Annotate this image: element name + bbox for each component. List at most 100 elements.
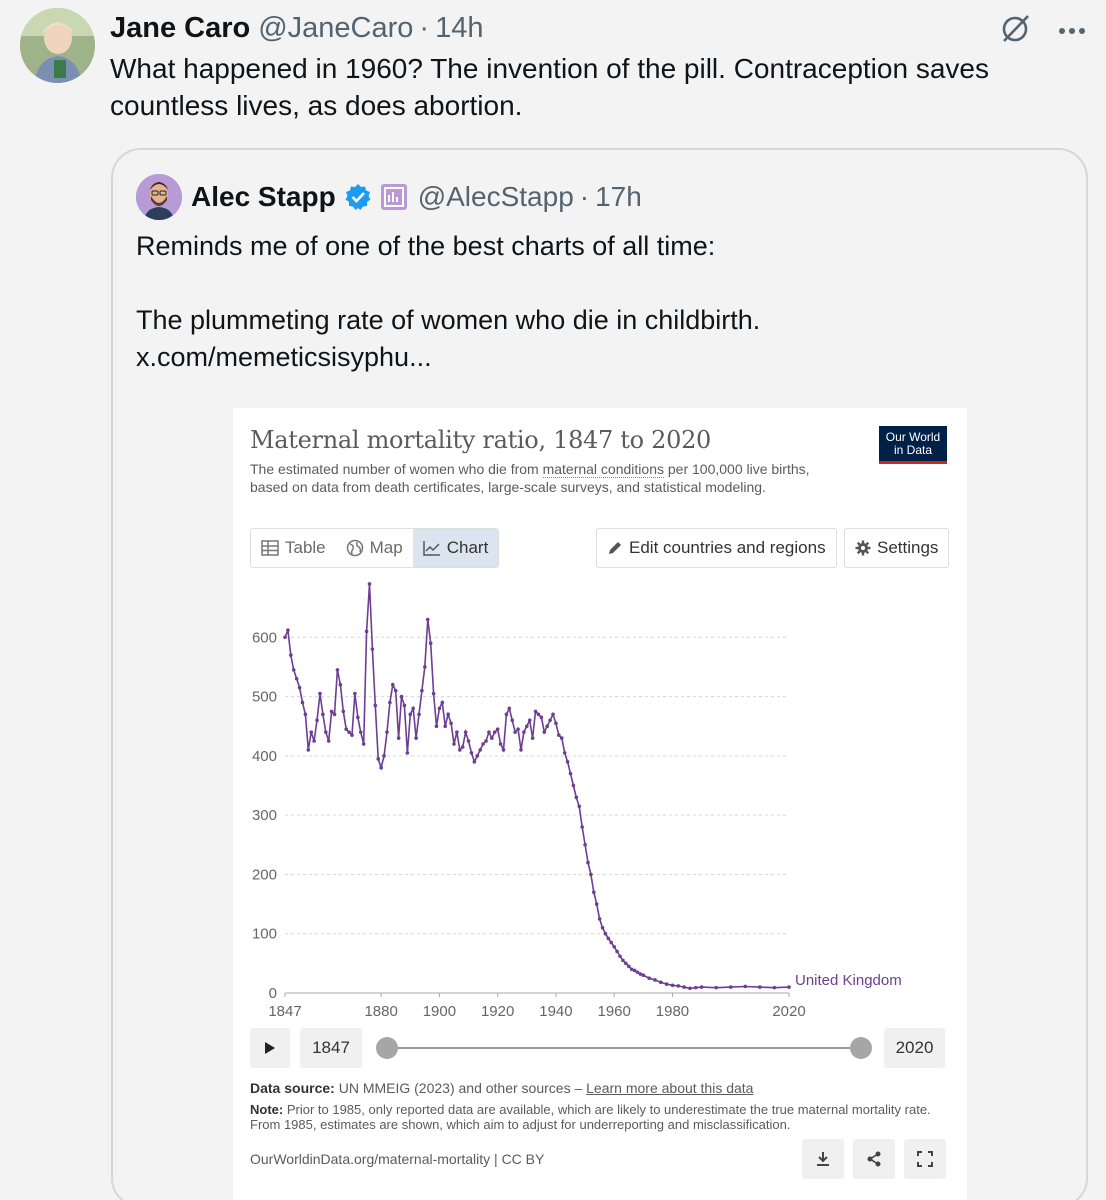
chart-image[interactable]: Maternal mortality ratio, 1847 to 2020 T… [233, 408, 967, 1200]
y-tick-label: 500 [252, 689, 277, 706]
data-point [615, 949, 619, 954]
x-tick-label: 1880 [364, 1003, 397, 1020]
data-point [682, 985, 686, 989]
avatar[interactable] [20, 8, 95, 83]
verified-badge[interactable] [344, 183, 372, 211]
owid-logo: Our World in Data [879, 426, 947, 464]
tweet-time[interactable]: 14h [435, 11, 484, 44]
settings-button: Settings [844, 528, 950, 568]
x-tick-label: 1920 [481, 1003, 514, 1020]
download-button [802, 1139, 844, 1179]
edit-countries-button: Edit countries and regions [596, 528, 837, 568]
data-point [772, 985, 777, 990]
data-point [728, 985, 733, 989]
logo-line: in Data [893, 443, 933, 457]
timeline-start: 1847 [300, 1028, 362, 1068]
grok-icon[interactable] [1000, 12, 1032, 49]
data-point [478, 748, 482, 752]
data-point [364, 629, 369, 634]
data-point [592, 890, 596, 895]
data-point [714, 985, 718, 990]
data-point [600, 925, 605, 930]
data-point [647, 976, 651, 980]
footer-url: OurWorldinData.org/maternal-mortality | … [250, 1151, 545, 1167]
data-point [501, 748, 506, 752]
data-point [635, 970, 640, 975]
data-point [434, 724, 439, 729]
chart-note: Note: Prior to 1985, only reported data … [250, 1102, 950, 1132]
data-point [455, 730, 459, 734]
x-tick-label: 1940 [539, 1003, 572, 1020]
data-point [376, 757, 381, 761]
x-tick-label: 1847 [268, 1003, 301, 1020]
series-label: United Kingdom [795, 972, 902, 989]
tab-map: Map [336, 529, 413, 567]
data-point [315, 718, 319, 723]
data-point [300, 700, 305, 705]
data-point [629, 967, 634, 972]
data-point [361, 742, 366, 746]
data-point [495, 727, 500, 731]
data-source: Data source: UN MMEIG (2023) and other s… [250, 1080, 950, 1097]
y-tick-label: 400 [252, 748, 277, 765]
data-point [522, 730, 526, 734]
quoted-tweet[interactable]: Alec Stapp @AlecStapp · 17h Reminds me o… [111, 148, 1088, 1200]
tab-label: Table [285, 538, 326, 557]
download-icon [817, 1152, 829, 1166]
author-handle[interactable]: @JaneCaro [258, 11, 414, 44]
author-name[interactable]: Jane Caro [110, 11, 251, 44]
quote-line: The plummeting rate of women who die in … [136, 305, 761, 335]
separator: · [419, 11, 430, 44]
data-point [624, 961, 628, 966]
tweet-header: Jane Caro @JaneCaro · 14h [110, 8, 483, 48]
data-point [670, 983, 675, 988]
data-point [539, 715, 544, 720]
data-point [594, 902, 599, 906]
quote-line: Reminds me of one of the best charts of … [136, 231, 716, 261]
quote-author-handle[interactable]: @AlecStapp [417, 181, 574, 212]
data-point [321, 712, 325, 717]
data-point [618, 954, 622, 959]
data-point [492, 730, 497, 734]
data-point [443, 724, 448, 729]
play-button [250, 1028, 290, 1068]
data-point [452, 742, 456, 746]
tweet-actions [1000, 12, 1086, 49]
x-tick-label: 1900 [423, 1003, 456, 1020]
data-point [527, 718, 532, 723]
data-point [312, 739, 316, 743]
quote-time[interactable]: 17h [595, 181, 642, 212]
data-point [664, 982, 669, 986]
affiliate-badge[interactable] [380, 183, 408, 211]
data-point [358, 730, 363, 734]
data-point [568, 771, 573, 776]
y-tick-label: 200 [252, 866, 277, 883]
table-icon [261, 540, 279, 556]
timeline-controls: 1847 2020 [250, 1028, 945, 1068]
quote-avatar[interactable] [136, 174, 182, 220]
avatar-image [20, 8, 95, 83]
data-point [743, 984, 748, 989]
quote-author-name[interactable]: Alec Stapp [191, 181, 336, 212]
data-point [423, 665, 427, 669]
data-point [297, 685, 302, 690]
more-icon[interactable] [1058, 22, 1086, 40]
share-icon [867, 1151, 881, 1167]
data-point [303, 712, 308, 717]
data-point [449, 721, 453, 726]
data-point [571, 783, 576, 788]
quote-link[interactable]: x.com/memeticsisyphu... [136, 342, 432, 372]
data-point [396, 736, 401, 740]
data-point [490, 736, 494, 740]
data-point [332, 712, 337, 717]
source-text: UN MMEIG (2023) and other sources – [334, 1080, 587, 1096]
quote-text: Reminds me of one of the best charts of … [136, 228, 1036, 376]
data-point [289, 653, 293, 657]
data-point [291, 668, 296, 672]
data-point [373, 703, 378, 708]
data-point [516, 727, 520, 731]
data-point [536, 712, 541, 717]
globe-icon [346, 539, 363, 557]
subtitle-pre: The estimated number of women who die fr… [250, 461, 543, 477]
subtitle-link: maternal conditions [542, 461, 664, 478]
